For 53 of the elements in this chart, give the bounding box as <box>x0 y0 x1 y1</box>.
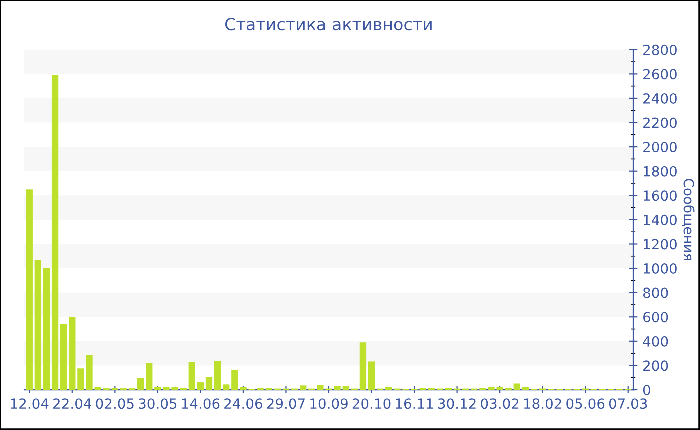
x-tick-label: 24.06 <box>224 398 262 410</box>
bar <box>522 387 530 390</box>
x-tick-label: 05.06 <box>566 398 605 410</box>
y-tick-label: 2400 <box>644 93 677 104</box>
bar <box>188 362 196 390</box>
x-tick-label: 22.04 <box>54 398 92 410</box>
bar <box>386 387 392 390</box>
bar <box>197 382 204 390</box>
x-tick-label: 10.09 <box>310 398 348 410</box>
bar <box>342 386 350 390</box>
x-tick-label: 20.10 <box>352 398 391 410</box>
bar <box>368 362 376 390</box>
bar <box>300 386 307 390</box>
bar <box>214 361 222 390</box>
x-tick-label: 07.03 <box>609 398 648 410</box>
x-tick-label: 16.11 <box>396 398 434 410</box>
bar <box>206 377 213 390</box>
y-tick-label: 0 <box>643 384 650 396</box>
x-tick-label: 18.02 <box>524 398 562 410</box>
y-tick-label: 400 <box>643 336 668 347</box>
y-tick-label: 2800 <box>644 44 677 56</box>
bar <box>137 378 144 390</box>
bar <box>232 370 238 390</box>
x-tick-label: 30.05 <box>139 398 177 410</box>
bar <box>26 190 33 390</box>
y-tick-label: 800 <box>643 288 668 298</box>
bar <box>43 268 50 390</box>
x-tick-label: 14.06 <box>182 398 220 410</box>
y-axis-title: Сообщения <box>682 179 695 260</box>
bar <box>360 342 367 390</box>
x-tick-label: 12.04 <box>11 398 49 410</box>
chart-title: Статистика активности <box>226 18 432 31</box>
y-tick-label: 600 <box>644 312 668 323</box>
x-tick-label: 30.12 <box>438 398 476 410</box>
y-tick-label: 2600 <box>644 69 677 80</box>
y-tick-label: 2000 <box>644 142 677 153</box>
y-tick-label: 1800 <box>644 166 677 177</box>
x-tick-label: 02.05 <box>96 398 134 410</box>
y-tick-label: 1000 <box>644 264 677 274</box>
y-tick-label: 2200 <box>644 118 677 128</box>
x-tick-label: 29.07 <box>267 398 305 410</box>
y-tick-label: 1400 <box>644 214 677 226</box>
bar <box>69 317 76 390</box>
bar <box>52 75 59 390</box>
y-tick-label: 1200 <box>644 239 677 250</box>
bar <box>146 363 153 390</box>
bar <box>514 384 521 390</box>
x-tick-label: 03.02 <box>481 398 519 410</box>
bar <box>223 384 230 390</box>
bar <box>34 260 42 390</box>
y-tick-label: 200 <box>644 360 668 372</box>
bar <box>60 324 68 390</box>
y-tick-label: 1600 <box>644 190 677 202</box>
